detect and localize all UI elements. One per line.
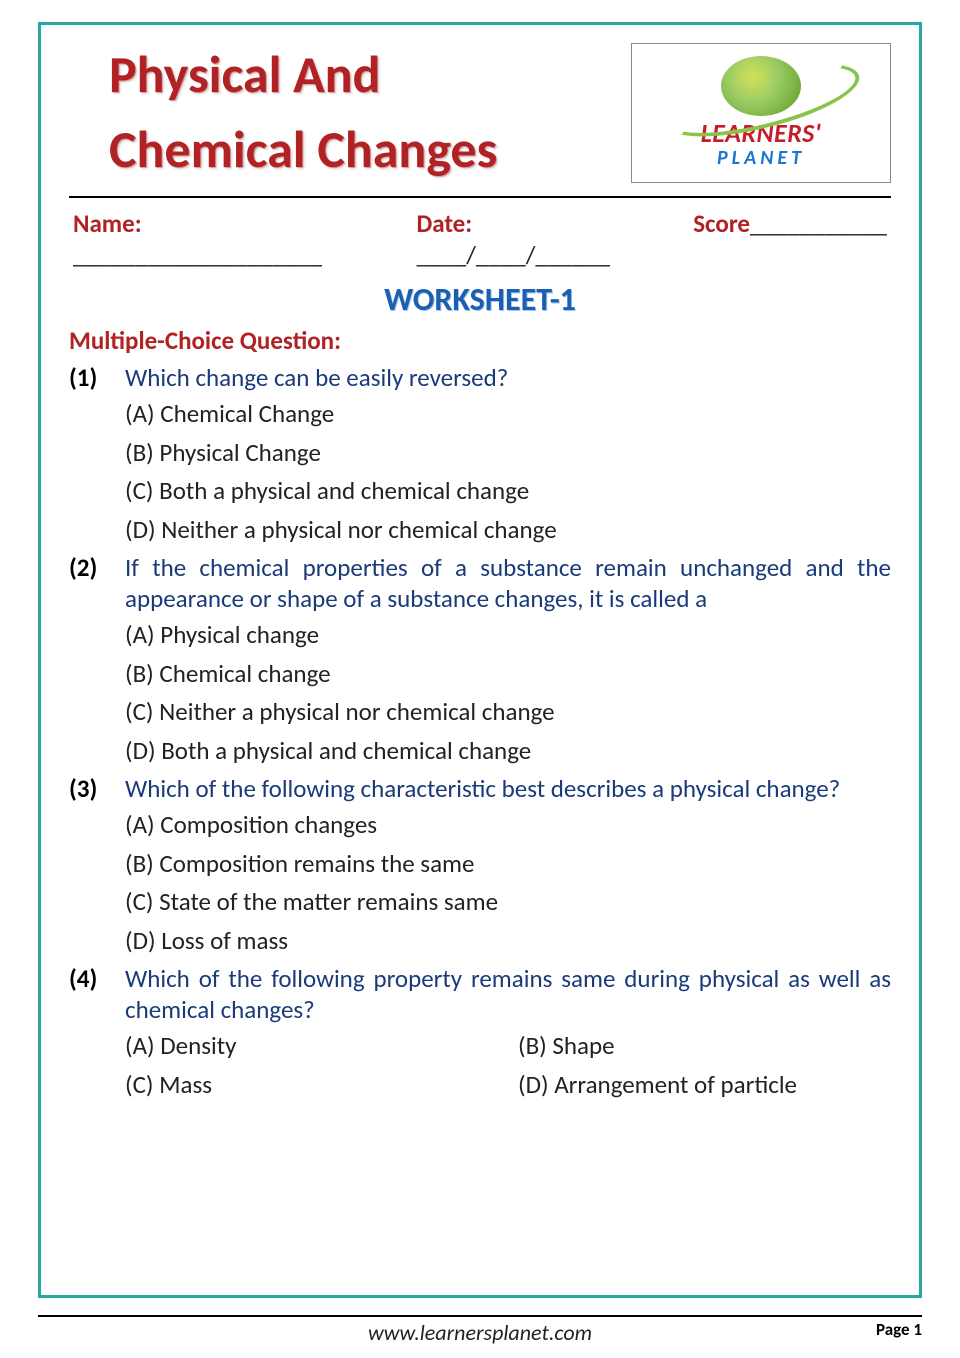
globe-icon	[721, 56, 801, 116]
option-item[interactable]: (A) Physical change	[125, 616, 891, 655]
option-item[interactable]: (B) Chemical change	[125, 655, 891, 694]
option-item[interactable]: (D) Loss of mass	[125, 922, 891, 961]
worksheet-page: Physical And Chemical Changes LEARNERS' …	[38, 22, 922, 1298]
date-label: Date:	[416, 208, 472, 239]
question-number: (2)	[69, 552, 125, 771]
option-item[interactable]: (A) Chemical Change	[125, 395, 891, 434]
header-row: Physical And Chemical Changes LEARNERS' …	[69, 37, 891, 188]
question-body: If the chemical properties of a substanc…	[125, 552, 891, 771]
question-item: (1)Which change can be easily reversed?(…	[69, 362, 891, 550]
question-number: (3)	[69, 773, 125, 961]
header-rule	[69, 196, 891, 198]
score-field: Score___________	[693, 208, 887, 270]
title-line-2: Chemical Changes	[69, 112, 631, 187]
question-number: (1)	[69, 362, 125, 550]
page-footer: www.learnersplanet.com Page 1	[38, 1315, 922, 1340]
footer-url: www.learnersplanet.com	[368, 1319, 592, 1346]
logo-sub-text: PLANET	[717, 146, 805, 170]
question-body: Which of the following property remains …	[125, 963, 891, 1105]
option-item[interactable]: (B) Shape	[518, 1027, 891, 1066]
title-line-1: Physical And	[69, 37, 631, 112]
option-list: (A) Physical change(B) Chemical change(C…	[125, 616, 891, 771]
option-list: (A) Chemical Change(B) Physical Change(C…	[125, 395, 891, 550]
date-blank[interactable]: ____/____/______	[416, 239, 610, 270]
question-number: (4)	[69, 963, 125, 1105]
question-body: Which of the following characteristic be…	[125, 773, 891, 961]
option-item[interactable]: (C) Neither a physical nor chemical chan…	[125, 693, 891, 732]
date-field: Date: ____/____/______	[416, 208, 665, 270]
question-body: Which change can be easily reversed?(A) …	[125, 362, 891, 550]
brand-logo: LEARNERS' PLANET	[631, 43, 891, 183]
name-blank[interactable]: ____________________	[73, 239, 322, 270]
option-item[interactable]: (B) Physical Change	[125, 434, 891, 473]
section-label: Multiple-Choice Question:	[69, 325, 891, 356]
question-text: Which of the following property remains …	[125, 963, 891, 1025]
footer-page-number: Page 1	[876, 1319, 922, 1340]
question-text: Which of the following characteristic be…	[125, 773, 891, 804]
score-label: Score	[693, 208, 750, 239]
option-item[interactable]: (C) Both a physical and chemical change	[125, 472, 891, 511]
question-list: (1)Which change can be easily reversed?(…	[69, 362, 891, 1105]
option-list: (A) Composition changes(B) Composition r…	[125, 806, 891, 961]
question-item: (3)Which of the following characteristic…	[69, 773, 891, 961]
title-block: Physical And Chemical Changes	[69, 37, 631, 188]
name-label: Name:	[73, 208, 142, 239]
option-item[interactable]: (C) State of the matter remains same	[125, 883, 891, 922]
option-item[interactable]: (A) Density	[125, 1027, 498, 1066]
option-item[interactable]: (B) Composition remains the same	[125, 845, 891, 884]
option-list: (A) Density (B) Shape (C) Mass (D) Arrangem…	[125, 1027, 891, 1105]
option-item[interactable]: (D) Neither a physical nor chemical chan…	[125, 511, 891, 550]
question-text: Which change can be easily reversed?	[125, 362, 891, 393]
option-item[interactable]: (C) Mass	[125, 1066, 498, 1105]
option-item[interactable]: (A) Composition changes	[125, 806, 891, 845]
question-text: If the chemical properties of a substanc…	[125, 552, 891, 614]
worksheet-title: WORKSHEET-1	[69, 280, 891, 319]
question-item: (4)Which of the following property remai…	[69, 963, 891, 1105]
option-item[interactable]: (D) Arrangement of particle	[518, 1066, 891, 1105]
question-item: (2)If the chemical properties of a subst…	[69, 552, 891, 771]
option-item[interactable]: (D) Both a physical and chemical change	[125, 732, 891, 771]
score-blank[interactable]: ___________	[750, 208, 887, 239]
name-field: Name: ____________________	[73, 208, 388, 270]
info-row: Name: ____________________ Date: ____/__…	[69, 208, 891, 270]
